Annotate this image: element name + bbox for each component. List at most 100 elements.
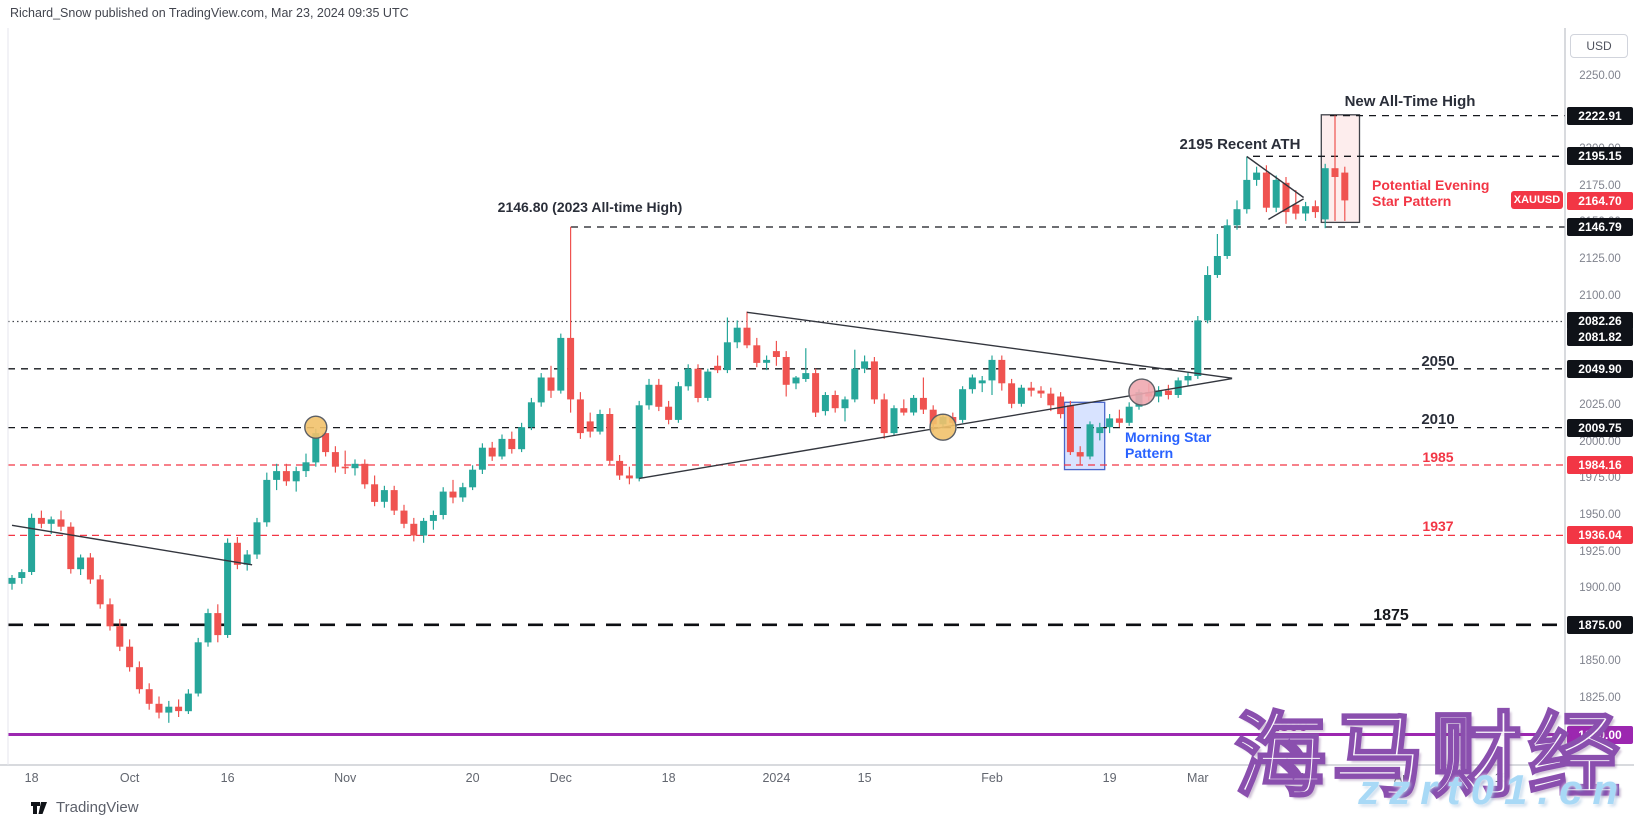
candle	[410, 517, 418, 542]
candle	[37, 510, 45, 529]
candle	[714, 355, 722, 374]
candle	[792, 376, 800, 390]
candle	[28, 513, 36, 575]
annotation: Potential Evening	[1372, 177, 1489, 193]
candle	[1155, 386, 1163, 403]
candle	[665, 400, 673, 425]
price-axis-label: 1900.00	[1579, 582, 1621, 595]
candle	[361, 459, 369, 489]
candle	[704, 368, 712, 401]
currency-button[interactable]: USD	[1570, 34, 1628, 58]
candle	[684, 364, 692, 391]
candle	[1057, 392, 1065, 419]
candle	[518, 422, 526, 453]
triangle-upper	[746, 311, 1233, 379]
candle	[1066, 400, 1074, 455]
candle	[733, 320, 741, 349]
candle	[498, 434, 506, 460]
candle	[8, 575, 16, 590]
candle	[449, 479, 457, 504]
candle	[224, 538, 232, 638]
time-axis-label: 18	[24, 771, 39, 785]
candle	[1086, 421, 1094, 460]
candle	[596, 409, 604, 435]
candle	[233, 537, 241, 570]
candle	[851, 349, 859, 403]
candle	[1272, 175, 1280, 213]
time-axis-label: 15	[857, 771, 872, 785]
candle	[263, 472, 271, 527]
candle	[390, 485, 398, 515]
candle	[420, 517, 428, 543]
sep-downtrend	[11, 524, 253, 566]
annotation: 1985	[1422, 449, 1453, 465]
annotation: 1800	[1270, 716, 1308, 735]
time-axis-label: 16	[220, 771, 235, 785]
candle	[96, 575, 104, 609]
candle	[184, 689, 192, 714]
tradingview-logo-icon	[30, 798, 49, 817]
time-axis-label: 15	[1494, 771, 1509, 785]
candle	[645, 378, 653, 410]
candle	[998, 355, 1006, 391]
candle	[106, 598, 114, 631]
candle	[371, 475, 379, 507]
candle	[302, 453, 310, 477]
candle	[537, 373, 545, 407]
time-axis-label: Nov	[334, 771, 357, 785]
candle	[429, 510, 437, 530]
candle	[1204, 266, 1212, 324]
candle	[674, 381, 682, 423]
price-axis-label: 2100.00	[1579, 289, 1621, 302]
price-axis-label: 1825.00	[1579, 691, 1621, 704]
price-axis-label: 1975.00	[1579, 472, 1621, 485]
candle	[870, 357, 878, 404]
candle	[978, 376, 986, 393]
price-axis-label: 1875.00	[1567, 615, 1633, 634]
price-axis-label: 1936.04	[1567, 526, 1633, 545]
candle	[567, 226, 575, 413]
candle	[253, 517, 261, 559]
time-axis-label: Mar	[1187, 771, 1209, 785]
candle	[439, 487, 447, 520]
candle	[861, 355, 869, 374]
candle	[243, 550, 251, 571]
candle	[86, 553, 94, 584]
candle	[1253, 166, 1261, 186]
candle	[802, 348, 810, 382]
candle	[968, 374, 976, 394]
candle	[292, 466, 300, 492]
candle	[282, 463, 290, 486]
trendline-touch-oct	[304, 415, 328, 439]
annotation: New All-Time High	[1345, 93, 1476, 110]
candle	[1096, 422, 1104, 441]
price-axis-label: 2195.15	[1567, 147, 1633, 166]
price-axis-label: 1925.00	[1579, 545, 1621, 558]
candle	[478, 443, 486, 474]
candle	[1311, 200, 1319, 218]
price-axis-label: 2009.75	[1567, 418, 1633, 437]
candle	[576, 392, 584, 439]
annotation: Morning Star	[1125, 429, 1212, 445]
candle	[586, 412, 594, 438]
candle	[694, 364, 702, 403]
candle	[1115, 409, 1123, 428]
candle	[273, 463, 281, 491]
time-axis-label: 20	[465, 771, 480, 785]
annotation: 2010	[1421, 411, 1454, 428]
candle	[606, 408, 614, 466]
candle	[331, 446, 339, 473]
price-axis-label: 2146.79	[1567, 218, 1633, 237]
time-axis-label: 2024	[762, 771, 791, 785]
symbol-badge: XAUUSD	[1511, 191, 1563, 209]
time-axis-label: Dec	[549, 771, 572, 785]
candle	[1164, 384, 1172, 400]
candle	[1223, 219, 1231, 259]
candle	[322, 430, 330, 457]
annotation: 1875	[1373, 607, 1409, 624]
annotation: 2050	[1421, 353, 1454, 370]
candle	[753, 337, 761, 368]
price-axis-label: 1800.00	[1567, 725, 1633, 744]
candle	[469, 465, 477, 491]
